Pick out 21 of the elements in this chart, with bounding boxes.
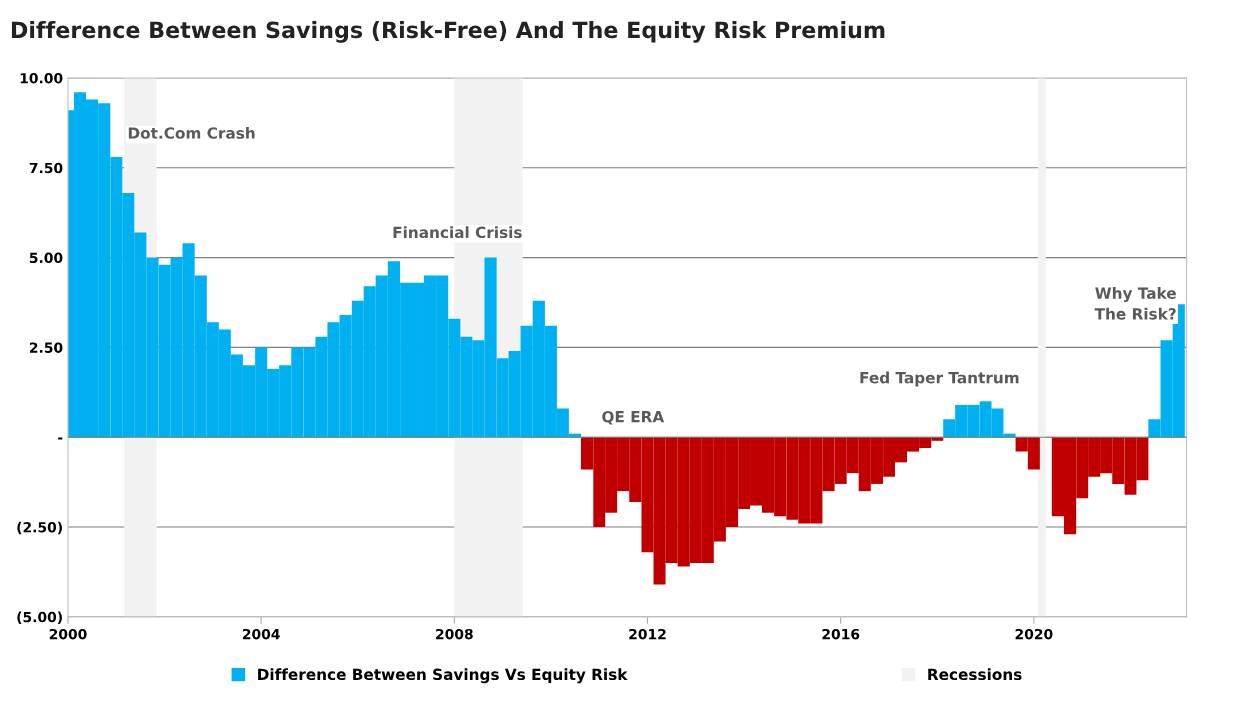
annotation: QE ERA — [602, 410, 665, 425]
chart-title: Difference Between Savings (Risk-Free) And The Equity Risk Premium — [11, 21, 885, 43]
legend-label: Recessions — [928, 668, 1022, 681]
annotation: Dot.Com Crash — [128, 127, 255, 139]
y-tick-label: 7.50 — [29, 162, 63, 174]
x-tick-label: 2004 — [242, 628, 280, 640]
y-tick-label: (2.50) — [17, 521, 62, 535]
x-tick-label: 2020 — [1015, 628, 1053, 640]
legend-label: Difference Between Savings Vs Equity Risk — [258, 668, 628, 684]
x-tick-label: 2012 — [629, 628, 666, 640]
y-tick-label: 10.00 — [20, 72, 63, 84]
y-tick-label: 2.50 — [29, 342, 63, 353]
x-tick-label: 2000 — [49, 628, 87, 640]
x-tick-label: 2008 — [436, 628, 473, 640]
x-tick-label: 2016 — [822, 628, 860, 640]
annotation: Fed Taper Tantrum — [860, 371, 1019, 387]
y-tick-label: 5.00 — [29, 252, 63, 264]
y-tick-label: (5.00) — [17, 611, 62, 624]
annotation: Financial Crisis — [393, 226, 522, 239]
annotation: Why Take The Risk? — [1094, 287, 1176, 320]
y-tick-label: - — [58, 437, 63, 440]
